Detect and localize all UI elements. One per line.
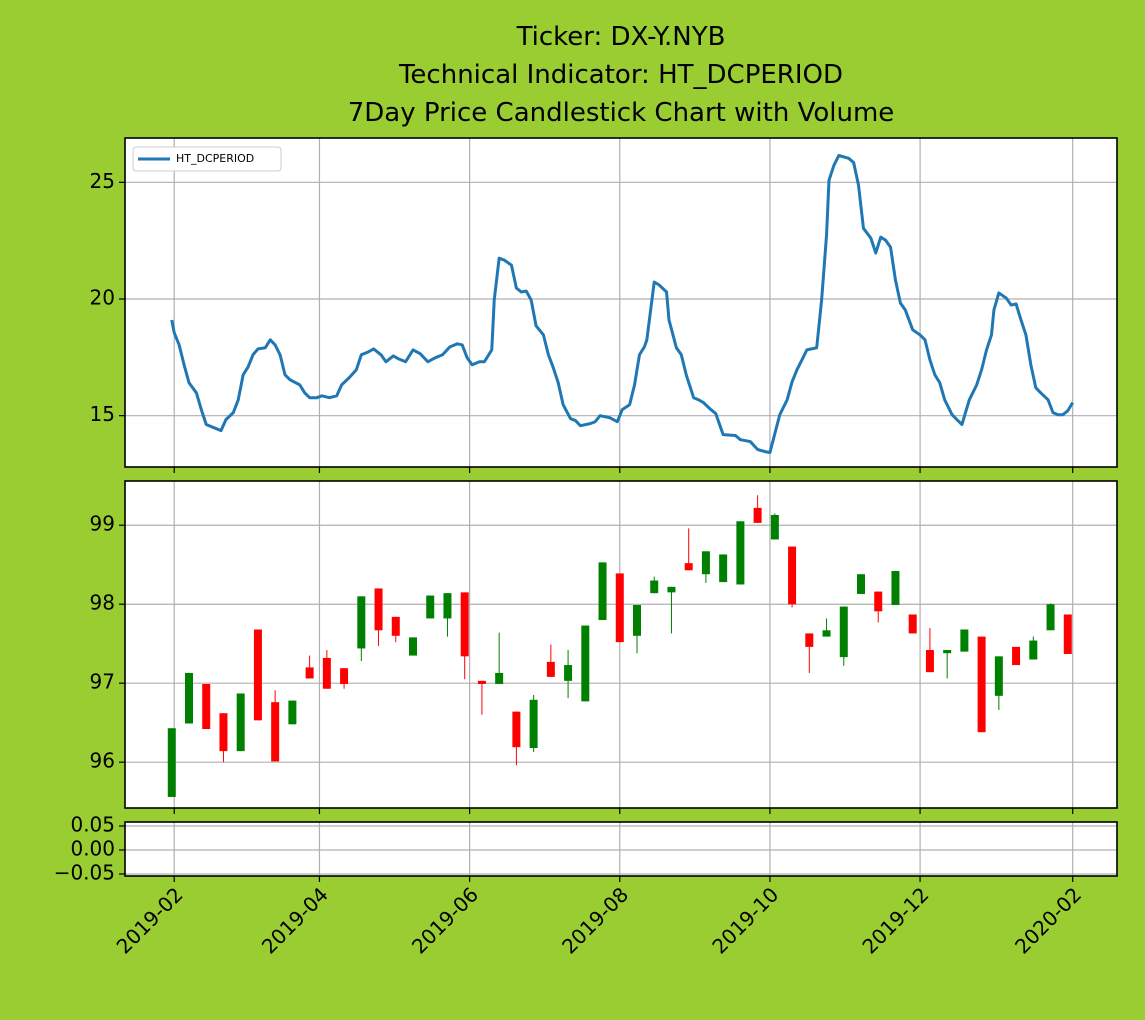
candle-body <box>512 711 521 748</box>
candle-body <box>185 672 193 724</box>
title-line: 7Day Price Candlestick Chart with Volume <box>348 98 895 128</box>
candle-body <box>409 637 417 656</box>
y-tick-label: 20 <box>90 286 115 310</box>
candle-body <box>667 586 676 593</box>
candle-body <box>391 616 400 636</box>
candle-body <box>719 554 728 583</box>
candle-body <box>822 630 831 637</box>
candle-body <box>1012 646 1021 666</box>
candle-body <box>891 571 900 606</box>
candle-body <box>495 672 504 684</box>
candle-body <box>271 702 280 762</box>
candle-body <box>874 591 883 612</box>
y-tick-label: 99 <box>90 512 115 536</box>
candle-body <box>460 592 469 657</box>
candle-body <box>684 563 693 571</box>
candle-body <box>701 551 710 575</box>
candle-body <box>202 683 211 730</box>
candle-body <box>546 661 555 677</box>
title-line: Ticker: DX-Y.NYB <box>516 22 726 52</box>
y-tick-label: 25 <box>90 169 115 193</box>
plot-area <box>125 822 1117 876</box>
y-tick-label: 15 <box>90 402 115 426</box>
candle-body <box>839 606 848 658</box>
candle-body <box>236 693 245 752</box>
y-tick-label: 0.00 <box>70 836 115 860</box>
candle-body <box>581 625 590 702</box>
candle-body <box>253 629 262 721</box>
candle-body <box>977 636 986 733</box>
plot-area <box>125 138 1117 467</box>
candle-body <box>736 521 745 585</box>
title-line: Technical Indicator: HT_DCPERIOD <box>398 60 843 90</box>
indicator-line <box>170 154 1074 455</box>
axes-frame <box>124 821 1118 877</box>
legend-label: HT_DCPERIOD <box>176 152 254 165</box>
candle-body <box>788 546 797 605</box>
candle-body <box>960 629 969 652</box>
y-tick-label: −0.05 <box>54 860 115 884</box>
candle-body <box>943 650 952 654</box>
candle-body <box>322 657 331 689</box>
candle-body <box>925 650 934 673</box>
candle-body <box>753 507 762 523</box>
axes-frame <box>124 480 1118 809</box>
y-tick-label: 97 <box>90 670 115 694</box>
candle-body <box>857 574 865 594</box>
candle-body <box>1029 640 1038 660</box>
candle-body <box>167 728 176 797</box>
candle-body <box>305 667 314 679</box>
candle-body <box>598 562 607 621</box>
candle-body <box>219 713 228 752</box>
candle-body <box>770 514 779 540</box>
y-tick-label: 98 <box>90 591 115 615</box>
candle-body <box>477 680 486 684</box>
candle-body <box>288 700 297 725</box>
candle-body <box>994 656 1003 696</box>
candle-body <box>564 665 573 681</box>
candle-body <box>805 633 814 647</box>
candle-body <box>340 668 349 684</box>
y-tick-label: 96 <box>90 749 115 773</box>
plot-area <box>125 481 1117 808</box>
candle-body <box>426 595 435 619</box>
y-tick-label: 0.05 <box>70 812 115 836</box>
candle-body <box>650 580 659 594</box>
candle-body <box>529 699 538 748</box>
candle-body <box>908 614 917 634</box>
candle-body <box>633 605 641 636</box>
candle-body <box>1063 614 1072 654</box>
candle-body <box>443 593 452 619</box>
candle-body <box>615 573 624 643</box>
axes-frame <box>124 137 1118 468</box>
candle-body <box>1046 604 1055 631</box>
legend-box <box>132 146 282 172</box>
candle-body <box>357 596 366 649</box>
candle-body <box>374 588 383 631</box>
